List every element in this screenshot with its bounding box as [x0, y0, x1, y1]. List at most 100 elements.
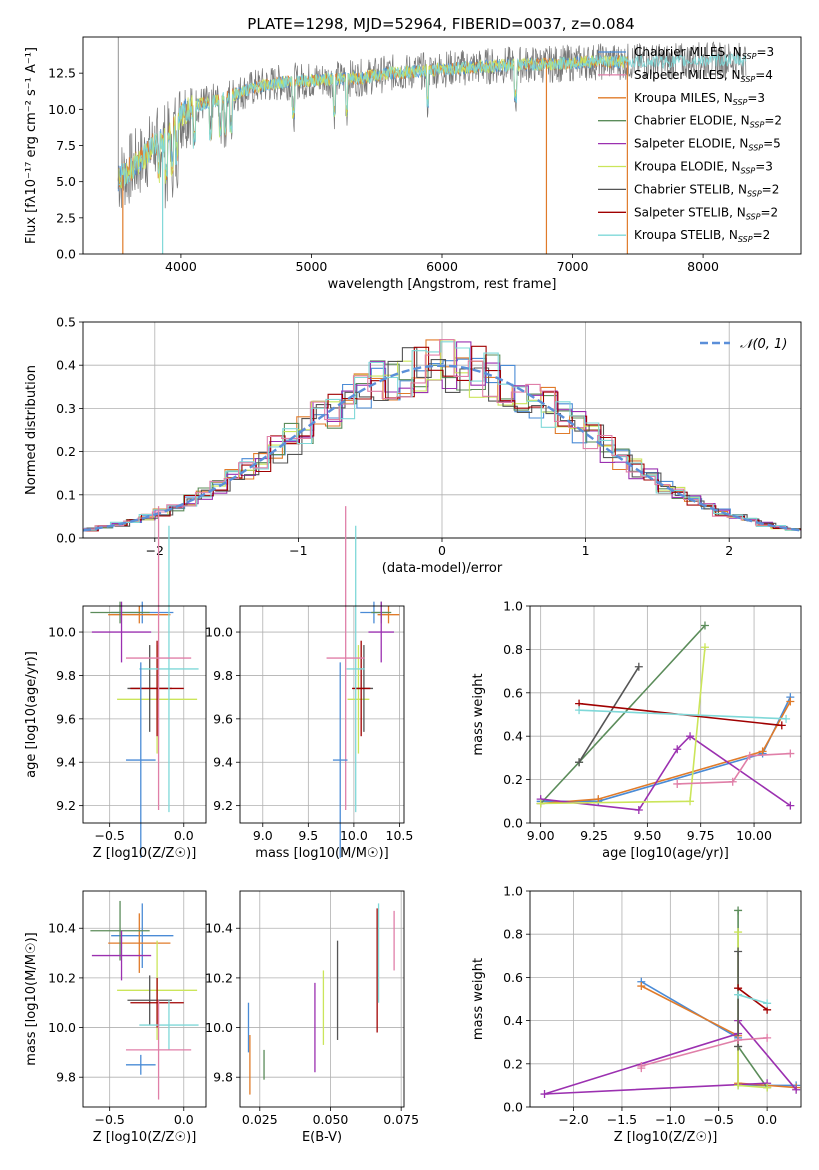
axes-frame [239, 890, 405, 1108]
axes-frame [529, 605, 802, 824]
legend-name: Kroupa MILES [634, 91, 716, 105]
normal-curve-line [82, 364, 802, 532]
legend-label: Chabrier STELIB, NSSP=2 [634, 182, 779, 198]
y-tick-label: 9.8 [56, 1070, 76, 1085]
plot-area [117, 37, 747, 254]
weight-marker [575, 706, 584, 715]
mass-vs-extinction-panel: 0.025 0.050 0.075 9.8 10.0 10.2 10.4 E(B-V) [205, 890, 419, 1145]
weight-marker [758, 747, 767, 756]
weight-marker [728, 777, 737, 786]
x-axis-label: wavelength [Angstrom, rest frame] [328, 277, 557, 292]
y-tick-label: 10.2 [205, 970, 233, 985]
plot-area [540, 906, 801, 1099]
legend-subscript: SSP [747, 189, 762, 198]
y-tick-label: 10.2 [48, 970, 76, 985]
legend-subscript: SSP [741, 167, 756, 176]
legend-n-prefix: , N [732, 137, 749, 151]
legend-name: Kroupa ELODIE [634, 160, 724, 174]
weight-marker [700, 621, 709, 630]
x-tick-label: −0.5 [94, 828, 124, 843]
legend-name: Salpeter ELODIE [634, 137, 732, 151]
weight-line [737, 993, 768, 1005]
axes-frame [82, 36, 802, 255]
model-spectrum-line [117, 54, 628, 188]
residual-histogram-line [83, 341, 800, 531]
legend-label: Kroupa ELODIE, NSSP=3 [634, 160, 773, 176]
x-tick-label: −1 [289, 543, 307, 558]
weight-marker [634, 805, 643, 814]
x-axis-label: E(B-V) [302, 1130, 342, 1145]
y-tick-label: 9.4 [213, 755, 233, 770]
legend-label: Kroupa MILES, NSSP=3 [634, 91, 765, 107]
x-axis-label: Z [log10(Z/Z☉)] [93, 846, 197, 861]
y-tick-label: 5.0 [56, 174, 76, 189]
weight-vs-age-panel: 9.00 9.25 9.50 9.75 10.00 0.0 0.2 0.4 0.6 0.8 1.0 a… [471, 599, 802, 861]
legend-name: Chabrier STELIB [634, 182, 730, 196]
plot-area [326, 506, 400, 858]
legend-n-prefix: , N [725, 45, 742, 59]
legend-n-prefix: , N [721, 228, 738, 242]
x-tick-label: 6000 [426, 259, 458, 274]
y-tick-label: 0.2 [503, 772, 523, 787]
x-tick-label: 9.5 [298, 828, 318, 843]
y-axis-label: Normed distribution [24, 365, 39, 495]
y-tick-label: 9.6 [56, 711, 76, 726]
spectrum-lines [117, 37, 747, 254]
x-axis-label: age [log10(age/yr)] [602, 846, 729, 861]
age-vs-mass-panel: 9.0 9.5 10.0 10.5 9.2 9.4 9.6 9.8 10.0 mass [log1… [205, 506, 413, 861]
plot-area [90, 506, 199, 858]
weight-line [578, 666, 640, 763]
legend-n-prefix: , N [729, 205, 746, 219]
legend-subscript: SSP [742, 52, 757, 61]
weight-marker [786, 801, 795, 810]
y-tick-label: 1.0 [503, 599, 523, 614]
y-tick-label: 10.0 [48, 625, 76, 640]
legend-name: Salpeter MILES [634, 68, 724, 82]
x-tick-label: 2 [725, 543, 733, 558]
x-tick-label: −1.5 [607, 1112, 637, 1127]
weight-marker [536, 799, 545, 808]
y-tick-label: 9.8 [56, 668, 76, 683]
legend-name: Chabrier ELODIE [634, 114, 733, 128]
legend-count: =2 [762, 182, 780, 196]
weight-marker [734, 1081, 743, 1090]
x-tick-label: −0.5 [94, 1112, 124, 1127]
y-tick-label: 9.6 [213, 711, 233, 726]
weight-marker [700, 643, 709, 652]
weight-marker [734, 906, 743, 915]
axes-frame [529, 890, 802, 1108]
plot-area [90, 900, 199, 1100]
legend-label: Chabrier ELODIE, NSSP=2 [634, 114, 782, 130]
plot-area [536, 621, 795, 814]
x-tick-label: 0 [438, 543, 446, 558]
x-tick-label: 0.0 [174, 828, 194, 843]
y-tick-label: 10.0 [48, 102, 76, 117]
legend-name: Chabrier MILES [634, 45, 725, 59]
weight-marker [686, 797, 695, 806]
y-tick-label: 0.0 [56, 531, 76, 546]
legend-count: =5 [763, 137, 781, 151]
legend-n-prefix: , N [724, 68, 741, 82]
weight-line [737, 932, 768, 1089]
axes-frame [82, 890, 207, 1108]
y-tick-label: 9.8 [213, 668, 233, 683]
x-tick-label: 9.25 [580, 828, 608, 843]
weight-marker [786, 749, 795, 758]
x-tick-label: 4000 [165, 259, 197, 274]
weight-marker [594, 795, 603, 804]
x-tick-label: −0.5 [704, 1112, 734, 1127]
x-tick-label: 10.00 [736, 828, 772, 843]
y-tick-label: 10.4 [48, 921, 76, 936]
y-tick-label: 9.2 [56, 798, 76, 813]
x-tick-label: 8000 [687, 259, 719, 274]
residual-histogram-line [83, 354, 801, 531]
x-tick-label: 0.025 [242, 1112, 278, 1127]
legend-label: Kroupa STELIB, NSSP=2 [634, 228, 770, 244]
legend-n-prefix: , N [716, 91, 733, 105]
x-tick-label: 9.00 [527, 828, 555, 843]
residual-histogram-panel: −2 −1 0 1 2 0.0 0.1 0.2 0.3 0.4 0.5 (data-model)/er… [24, 315, 802, 576]
weight-marker [763, 999, 772, 1008]
y-tick-label: 9.8 [213, 1070, 233, 1085]
legend-subscript: SSP [748, 144, 763, 153]
x-tick-label: 9.0 [253, 828, 273, 843]
